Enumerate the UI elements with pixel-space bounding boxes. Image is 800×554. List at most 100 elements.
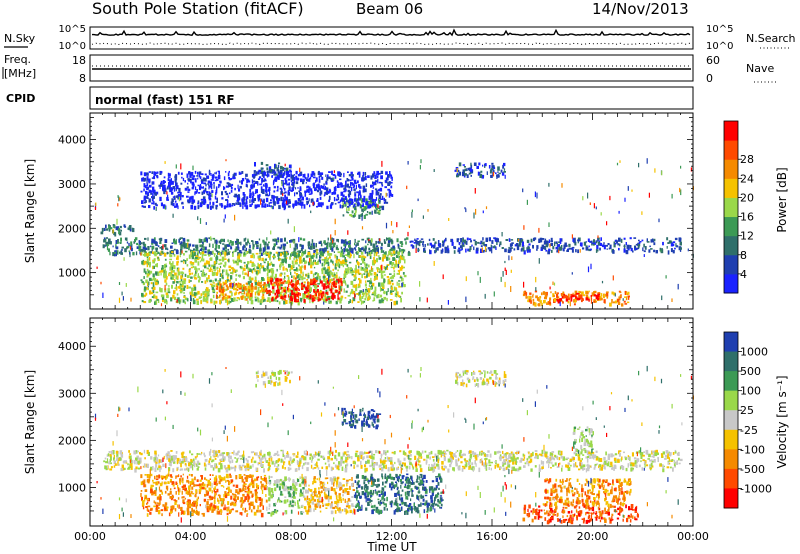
data-cell <box>607 243 610 246</box>
data-cell <box>168 179 172 184</box>
data-cell <box>613 292 616 296</box>
data-cell <box>276 185 279 189</box>
data-cell <box>326 291 329 296</box>
data-cell <box>291 260 294 265</box>
data-cell <box>386 256 389 261</box>
data-cell <box>208 243 211 248</box>
data-cell <box>670 248 673 253</box>
data-cell <box>232 203 235 205</box>
data-cell <box>346 450 350 453</box>
data-cell <box>202 202 206 205</box>
data-cell <box>567 293 570 298</box>
data-cell <box>272 263 275 267</box>
data-cell <box>614 293 616 297</box>
data-cell <box>154 281 158 286</box>
data-cell <box>460 455 463 459</box>
data-cell <box>391 262 394 266</box>
data-cell <box>162 299 164 302</box>
data-cell <box>266 291 269 294</box>
data-cell <box>170 181 172 186</box>
data-cell <box>312 242 315 246</box>
data-cell <box>187 242 189 248</box>
data-cell <box>498 172 501 175</box>
data-cell <box>419 241 423 243</box>
data-cell <box>473 246 475 251</box>
data-cell <box>350 280 354 285</box>
data-cell <box>510 269 512 273</box>
data-cell <box>332 287 334 290</box>
velocity-data <box>94 365 694 525</box>
data-cell <box>285 196 288 200</box>
data-cell <box>339 204 342 209</box>
data-cell <box>424 450 427 453</box>
data-cell <box>404 238 407 241</box>
data-cell <box>354 276 357 280</box>
data-cell <box>350 181 352 187</box>
data-cell <box>257 172 259 175</box>
data-cell <box>153 195 155 198</box>
data-cell <box>186 275 190 278</box>
data-cell <box>498 175 500 178</box>
data-cell <box>328 454 331 456</box>
data-cell <box>209 279 212 283</box>
data-cell <box>180 271 184 274</box>
data-cell <box>314 277 317 281</box>
data-cell <box>428 464 430 466</box>
data-cell <box>367 243 369 246</box>
data-cell <box>401 462 404 465</box>
data-cell <box>569 247 572 250</box>
data-cell <box>387 182 390 186</box>
data-cell <box>659 247 662 252</box>
data-cell <box>373 453 376 456</box>
data-cell <box>280 283 283 287</box>
data-cell <box>345 270 348 273</box>
data-cell <box>247 238 249 243</box>
data-cell <box>145 196 148 199</box>
data-cell <box>215 258 218 262</box>
data-cell <box>146 256 149 258</box>
data-cell <box>582 196 584 201</box>
data-cell <box>443 456 446 460</box>
data-cell <box>236 269 238 272</box>
data-cell <box>601 280 604 284</box>
data-cell <box>246 459 249 463</box>
data-cell <box>350 203 353 205</box>
data-cell <box>309 287 312 292</box>
data-cell <box>307 253 310 257</box>
data-cell <box>361 290 364 296</box>
data-cell <box>344 245 346 249</box>
data-cell <box>561 183 563 188</box>
data-cell <box>394 287 398 291</box>
data-cell <box>147 237 149 241</box>
data-cell <box>409 461 412 465</box>
data-cell <box>386 276 390 278</box>
data-cell <box>337 294 339 298</box>
data-cell <box>363 256 367 259</box>
data-cell <box>483 241 485 246</box>
data-cell <box>202 269 205 272</box>
data-cell <box>267 261 269 264</box>
data-cell <box>281 263 284 266</box>
data-cell <box>648 453 651 458</box>
data-cell <box>263 282 266 285</box>
data-cell <box>538 258 540 264</box>
data-cell <box>360 454 363 460</box>
data-cell <box>431 244 434 247</box>
data-cell <box>151 197 154 202</box>
data-cell <box>476 165 479 169</box>
data-cell <box>440 249 443 254</box>
data-cell <box>155 243 157 246</box>
data-cell <box>344 270 346 275</box>
data-cell <box>187 188 191 191</box>
data-cell <box>260 188 263 193</box>
data-cell <box>174 205 177 208</box>
data-cell <box>539 237 543 241</box>
data-cell <box>283 245 286 251</box>
data-cell <box>300 285 304 289</box>
data-cell <box>612 275 614 281</box>
data-cell <box>146 186 149 188</box>
data-cell <box>186 285 189 289</box>
colorbar-tick-label: 12 <box>740 230 754 243</box>
data-cell <box>411 211 413 218</box>
data-cell <box>199 202 203 207</box>
